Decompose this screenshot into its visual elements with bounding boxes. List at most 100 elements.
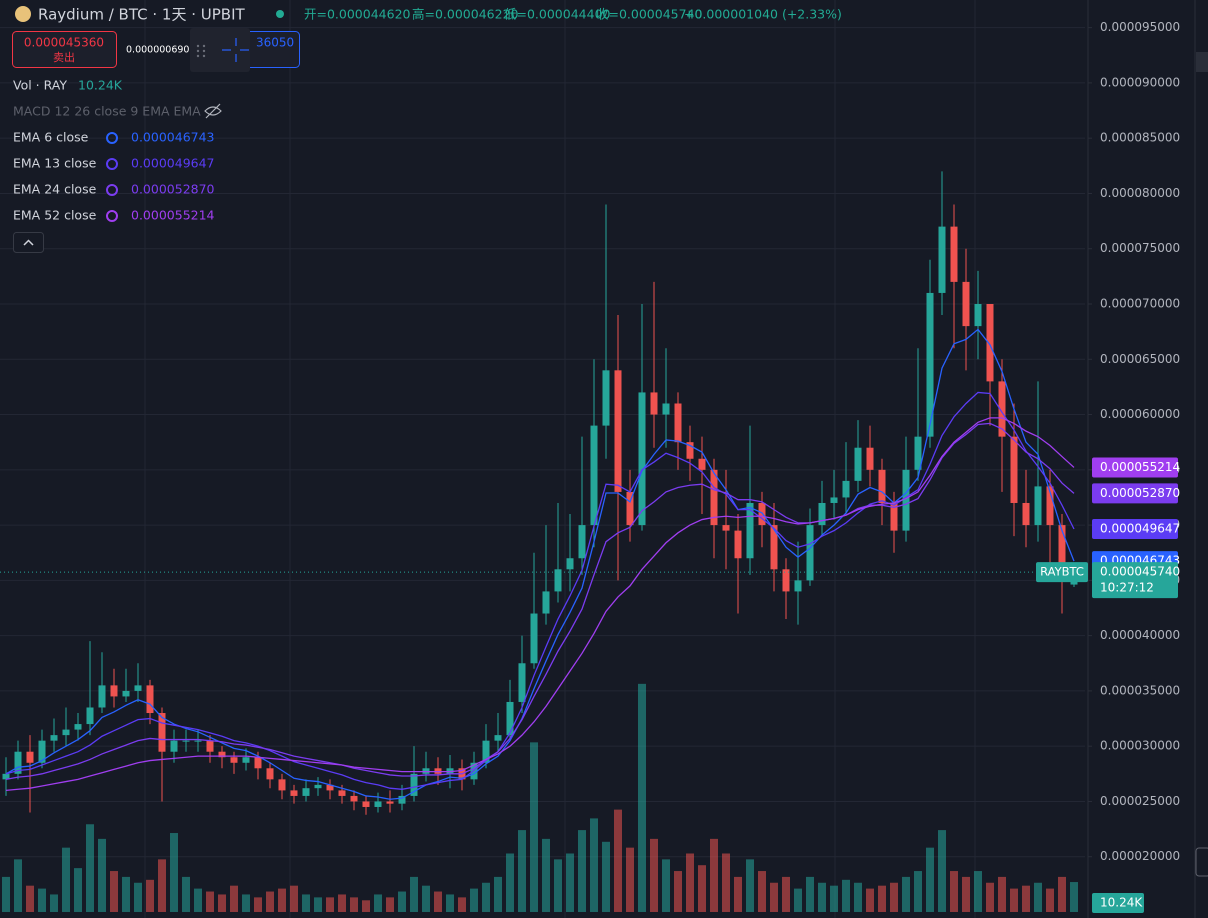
volume-bar (626, 847, 634, 912)
last-price-label: 0.000045740 (1100, 565, 1180, 579)
volume-bar (230, 885, 238, 912)
volume-bar (782, 876, 790, 912)
ema-legend-name[interactable]: EMA 6 close (13, 130, 89, 145)
side-handle[interactable] (1195, 847, 1208, 877)
candle-body (338, 790, 346, 796)
candle-body (146, 685, 154, 714)
ohlc-close: 收=0.000045740 (596, 7, 703, 22)
volume-bar (890, 882, 898, 912)
volume-bar (518, 830, 526, 912)
candle-body (830, 497, 838, 503)
volume-bar (878, 885, 886, 912)
drag-handle-box[interactable] (190, 28, 250, 72)
candle-body (806, 525, 814, 581)
volume-bar (1046, 888, 1054, 912)
ema-price-tag (1092, 518, 1178, 539)
sell-label[interactable]: 卖出 (53, 50, 75, 64)
collapse-button[interactable] (13, 232, 44, 253)
volume-bar (1010, 888, 1018, 912)
symbol-logo (15, 6, 31, 22)
candle-body (878, 469, 886, 503)
candle-body (926, 292, 934, 437)
candle-body (362, 801, 370, 807)
volume-bar (590, 818, 598, 912)
volume-legend-value: 10.24K (78, 78, 123, 93)
ema-legend-value: 0.000052870 (131, 182, 215, 197)
candle-body (290, 790, 298, 796)
volume-bar (38, 888, 46, 912)
y-tick-label: 0.000035000 (1100, 683, 1180, 697)
y-tick-label: 0.000085000 (1100, 131, 1180, 145)
ema-price-tag (1092, 483, 1178, 504)
candle-body (914, 436, 922, 470)
candle-body (674, 403, 682, 443)
volume-bar (182, 876, 190, 912)
volume-tag (1092, 893, 1144, 913)
candle-body (206, 740, 214, 752)
price-tags: 0.0000467430.0000496470.0000528700.00005… (0, 457, 1180, 913)
candle-body (650, 392, 658, 415)
volume-bar (794, 888, 802, 912)
volume-bar (1070, 882, 1078, 912)
price-axis: 0.000095000 0.000090000 0.000085000 0.00008… (1088, 20, 1180, 863)
ohlc-low: 低=0.000044400 (504, 7, 611, 22)
candle-body (482, 740, 490, 763)
macd-legend[interactable]: MACD 12 26 close 9 EMA EMA (13, 104, 201, 119)
candle-body (326, 784, 334, 791)
volume-bar (674, 871, 682, 912)
buy-price[interactable]: 36050 (256, 36, 294, 50)
volume-bar (926, 847, 934, 912)
volume-bar (362, 900, 370, 912)
candle-body (1034, 486, 1042, 526)
volume-bar (566, 853, 574, 912)
grid (0, 27, 1085, 858)
volume-bar (98, 838, 106, 912)
volume-bar (74, 868, 82, 912)
ema-price-tag-label: 0.000049647 (1100, 521, 1180, 535)
volume-bar (986, 882, 994, 912)
volume-bar (158, 859, 166, 912)
volume-legend[interactable]: Vol · RAY (13, 78, 67, 93)
side-handle-top[interactable] (1196, 52, 1208, 72)
volume-bar (830, 885, 838, 912)
candle-body (974, 304, 982, 327)
ema-legend-name[interactable]: EMA 24 close (13, 182, 97, 197)
volume-bar (710, 838, 718, 912)
symbol-title[interactable]: Raydium / BTC · 1天 · UPBIT (38, 6, 245, 24)
collapse-icon (23, 239, 34, 246)
y-tick-label: 0.000080000 (1100, 186, 1180, 200)
candle-body (350, 795, 358, 802)
volume-bar (1022, 885, 1030, 912)
volume-bar (698, 865, 706, 912)
candle-body (110, 685, 118, 697)
ema-legend-value: 0.000055214 (131, 208, 215, 223)
candle-body (242, 757, 250, 763)
candle-body (38, 740, 46, 763)
ema-legend-icon[interactable] (106, 132, 118, 144)
sell-price[interactable]: 0.000045360 (24, 36, 104, 50)
volume-bar (242, 894, 250, 912)
candle-body (890, 502, 898, 531)
candle-body (26, 751, 34, 763)
ema-price-tag-label: 0.000052870 (1100, 486, 1180, 500)
ema-legend-icon[interactable] (106, 158, 118, 170)
hidden-eye-icon[interactable] (204, 103, 222, 119)
candle-body (182, 740, 190, 742)
drag-dots (196, 44, 206, 58)
ema-legend-name[interactable]: EMA 13 close (13, 156, 97, 171)
sell-button[interactable] (12, 31, 117, 68)
market-status[interactable] (276, 10, 284, 18)
ema-legend-name[interactable]: EMA 52 close (13, 208, 97, 223)
candle-body (554, 569, 562, 592)
volume-bar (482, 882, 490, 912)
candle-body (218, 751, 226, 758)
volume-bar (638, 683, 646, 912)
vertical-grid (144, 0, 976, 918)
ema-legend-icon[interactable] (106, 184, 118, 196)
candle-body (386, 801, 394, 804)
volume-bar (218, 894, 226, 912)
ema-legend-icon[interactable] (106, 210, 118, 222)
symbol-tag-label: RAYBTC (1040, 565, 1084, 579)
volume-bar (1058, 876, 1066, 912)
crosshair-icon (222, 38, 249, 62)
